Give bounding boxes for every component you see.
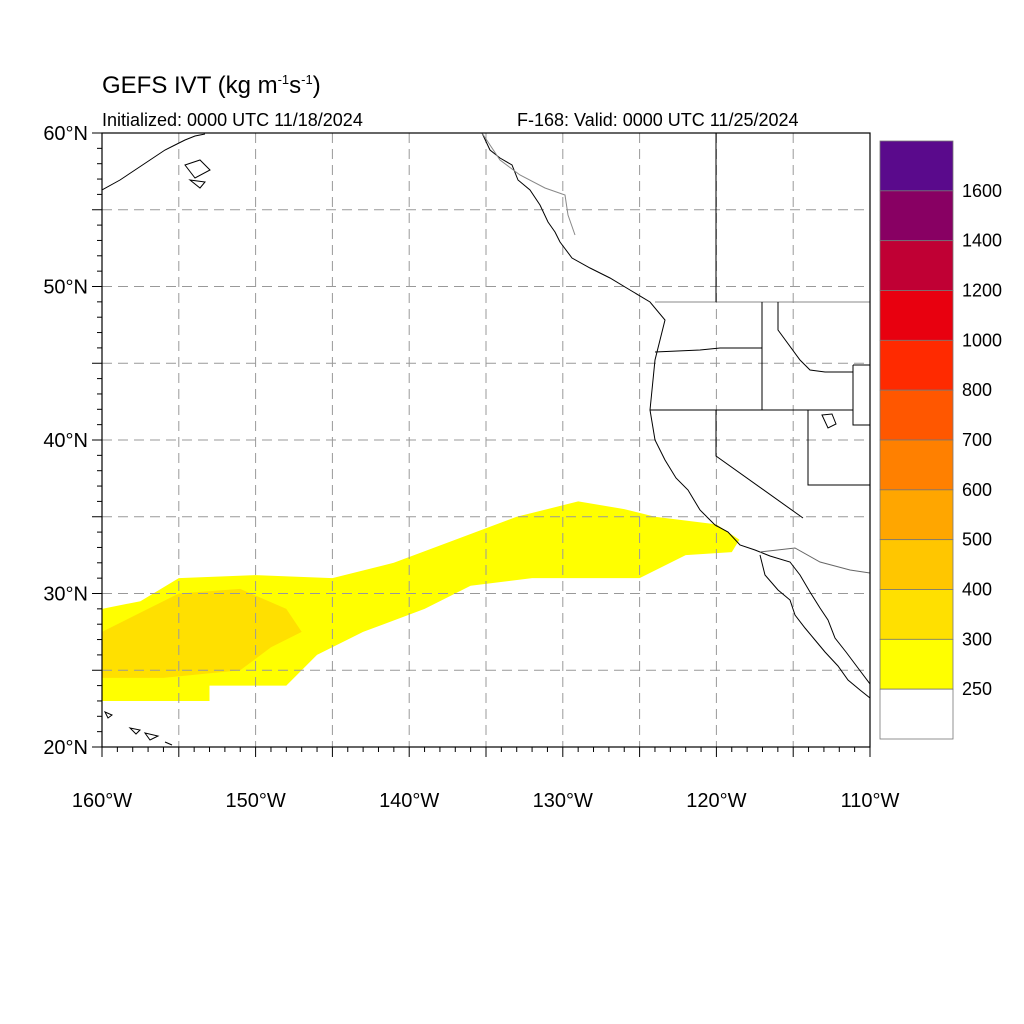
lon-label: 160°W: [72, 790, 132, 812]
colorbar-label: 1000: [962, 330, 1002, 350]
lon-label: 120°W: [686, 790, 746, 812]
colorbar-label: 250: [962, 679, 992, 699]
colorbar-label: 300: [962, 629, 992, 649]
map-title: GEFS IVT (kg m-1s-1): [102, 72, 321, 99]
ivt-band-300: [102, 588, 302, 678]
valid-time: F-168: Valid: 0000 UTC 11/25/2024: [517, 110, 799, 130]
axis-labels: 60°N 50°N 40°N 30°N 20°N 160°W 150°W 140°W 130°W…: [43, 123, 899, 812]
canada-us-border: [481, 133, 870, 303]
coastlines: [102, 133, 870, 746]
colorbar-label: 500: [962, 530, 992, 550]
colorbar-swatch: [879, 389, 954, 441]
ivt-field: [102, 501, 740, 701]
alaska-islands: [184, 159, 211, 189]
colorbar-label: 600: [962, 480, 992, 500]
colorbar-swatch: [879, 140, 954, 192]
colorbar-swatch: [879, 489, 954, 541]
colorbar-label: 700: [962, 430, 992, 450]
colorbar-swatch: [879, 589, 954, 640]
lon-label: 130°W: [533, 790, 593, 812]
initialized-time: Initialized: 0000 UTC 11/18/2024: [102, 110, 363, 130]
lat-label: 40°N: [43, 430, 88, 452]
colorbar: 1600 1400 1200 1000 800 700 600 500 400 300 250: [879, 140, 1002, 740]
lat-label: 60°N: [43, 123, 88, 145]
colorbar-swatch: [879, 240, 954, 291]
lon-label: 150°W: [225, 790, 285, 812]
hawaii-islands: [103, 711, 173, 746]
us-mexico-border: [759, 547, 870, 574]
lon-label: 110°W: [841, 790, 900, 812]
colorbar-swatch: [879, 290, 954, 341]
colorbar-label: 1600: [962, 181, 1002, 201]
lat-label: 50°N: [43, 277, 88, 299]
colorbar-label: 800: [962, 380, 992, 400]
colorbar-label: 1400: [962, 231, 1002, 251]
colorbar-swatch: [879, 539, 954, 590]
colorbar-swatch: [879, 190, 954, 242]
axis-ticks: [92, 132, 871, 757]
colorbar-swatch: [879, 339, 954, 391]
colorbar-swatch: [879, 638, 954, 690]
lat-label: 20°N: [43, 737, 88, 759]
baja-peninsula-coastline: [759, 554, 870, 699]
lat-label: 30°N: [43, 584, 88, 606]
alaska-coastline: [102, 133, 206, 191]
colorbar-swatch: [879, 439, 954, 491]
colorbar-label: 1200: [962, 281, 1002, 301]
great-salt-lake: [821, 413, 837, 429]
lon-label: 140°W: [379, 790, 439, 812]
us-state-borders: [650, 302, 870, 519]
colorbar-label: 400: [962, 580, 992, 600]
colorbar-swatch: [879, 688, 954, 740]
north-america-coastline: [481, 133, 870, 685]
